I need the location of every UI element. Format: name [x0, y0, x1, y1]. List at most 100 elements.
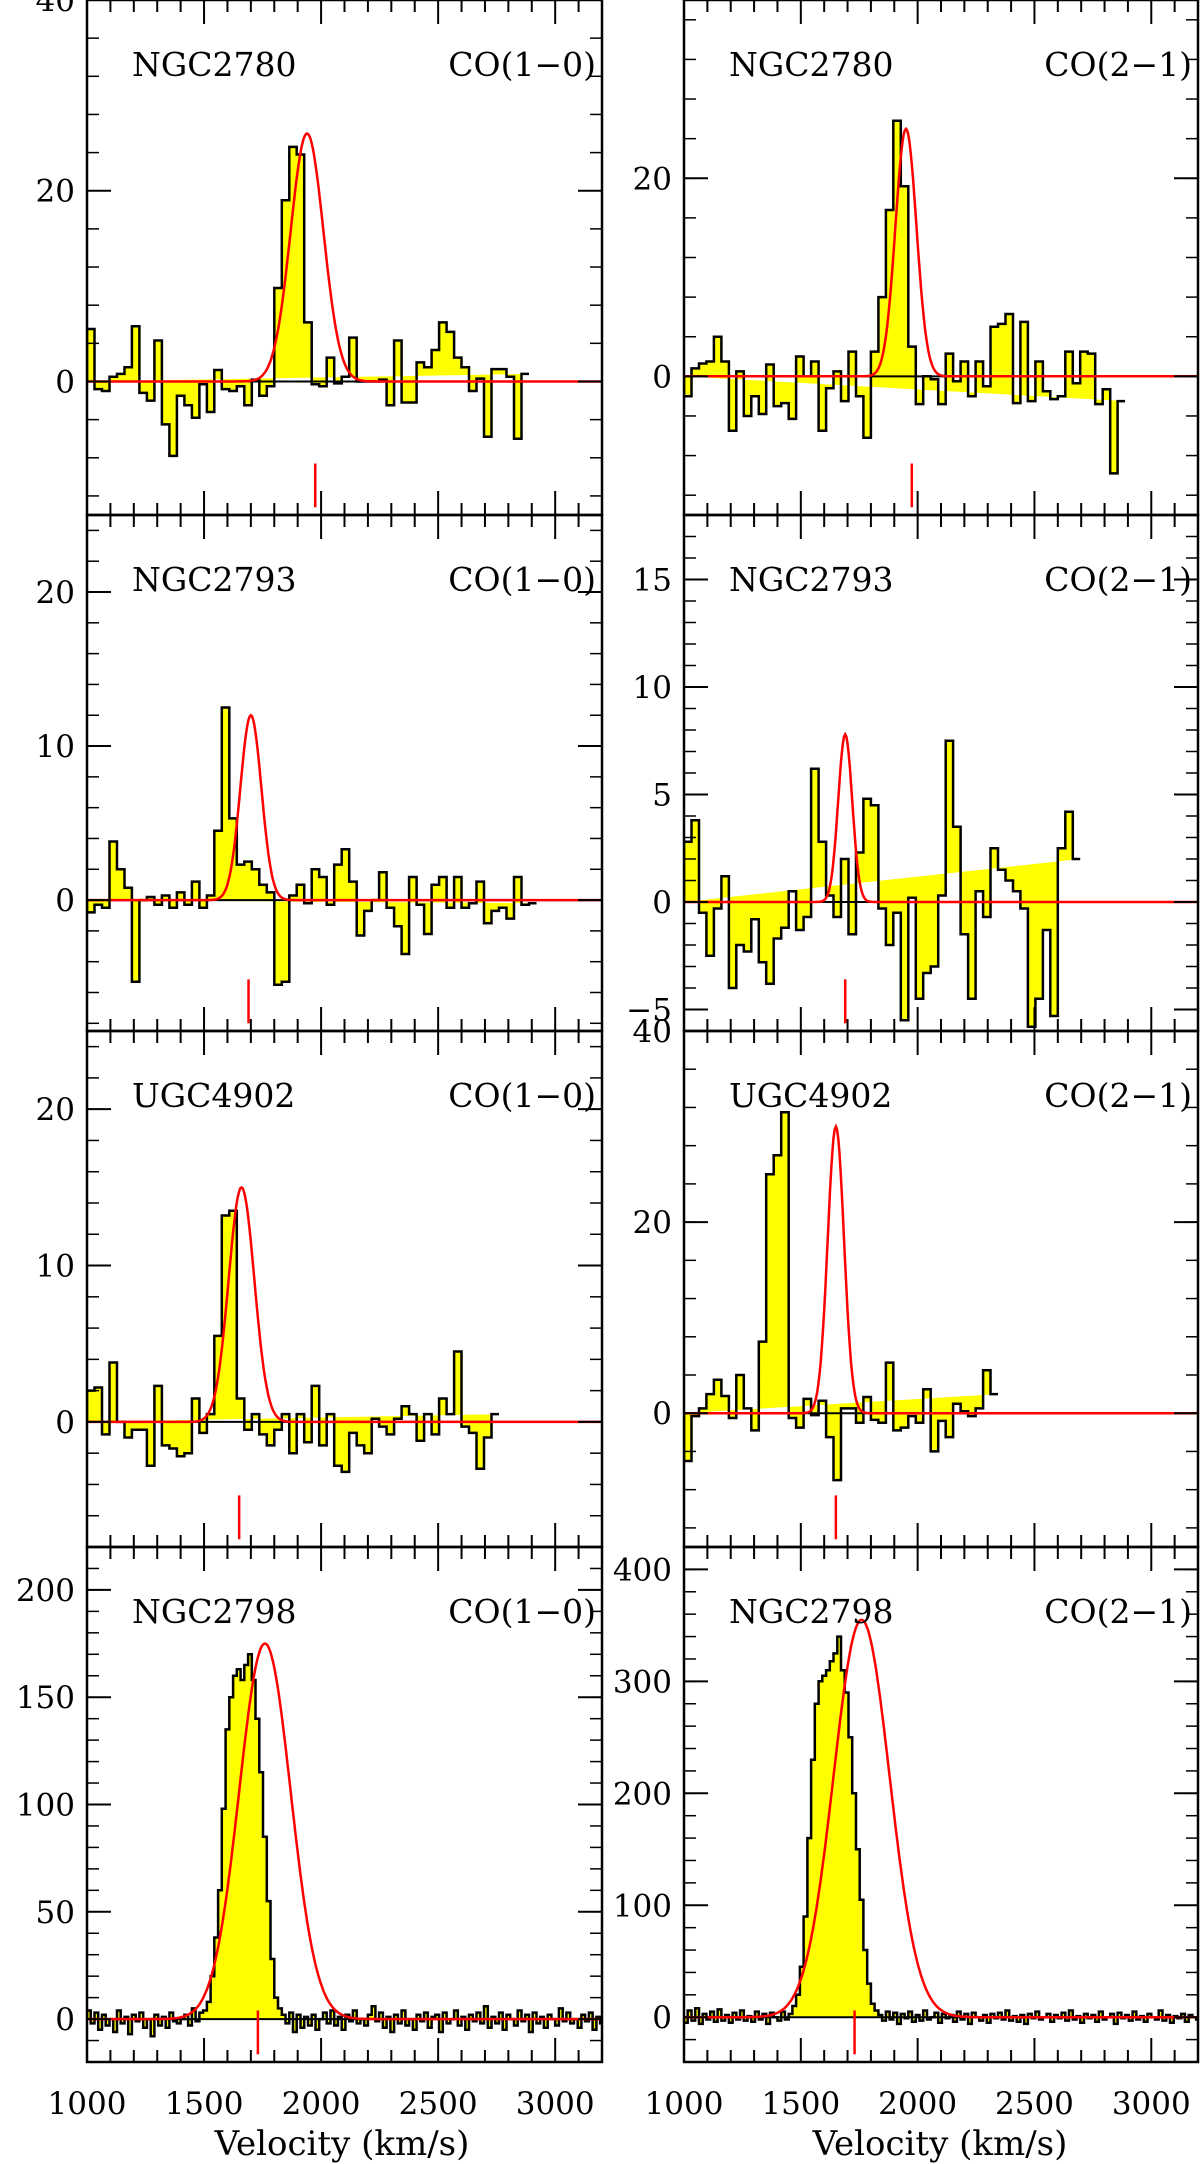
spectrum-fill	[87, 146, 529, 456]
x-tick-label: 1500	[761, 2086, 840, 2122]
panel-plot-area	[87, 132, 602, 508]
y-tick-label: 40	[36, 0, 75, 19]
x-tick-label: 3000	[1112, 2086, 1191, 2122]
spectrum-histogram	[684, 1635, 1198, 2026]
x-tick-label: 1000	[48, 2086, 127, 2122]
line-label: CO(1−0)	[448, 1076, 596, 1115]
spectrum-panel: 0 100 200 300 400 NGC2798 CO(2−1)	[613, 1545, 1200, 2064]
x-tick-label: 2500	[399, 2086, 478, 2122]
y-tick-label: 0	[55, 2002, 75, 2038]
panel-plot-area	[684, 119, 1198, 508]
galaxy-label: NGC2793	[729, 560, 893, 599]
line-label: CO(1−0)	[448, 560, 596, 599]
x-axis-title-left: Velocity (km/s)	[214, 2124, 470, 2164]
panel-plot-area	[87, 706, 602, 1024]
panel-plot-area	[684, 1110, 1198, 1540]
spectrum-fill	[684, 120, 1126, 474]
spectrum-fill	[684, 740, 1081, 1027]
gaussian-fit	[87, 1185, 602, 1424]
y-tick-label: 20	[633, 1205, 672, 1241]
y-tick-label: 10	[36, 1249, 75, 1285]
y-tick-label: 10	[633, 670, 672, 706]
spectrum-panel: 0 20 40 UGC4902 CO(2−1)	[633, 1014, 1200, 1549]
gaussian-fit	[684, 126, 1198, 378]
panel-plot-area	[684, 731, 1198, 1028]
spectrum-histogram	[87, 145, 529, 458]
y-tick-label: 50	[36, 1895, 75, 1931]
x-tick-label: 3000	[516, 2086, 595, 2122]
y-tick-label: 40	[633, 1014, 672, 1050]
spectrum-panel: 0 20 40 NGC2780 CO(1−0)	[36, 0, 604, 517]
x-tick-label: 2500	[995, 2086, 1074, 2122]
spectrum-fill	[87, 707, 537, 985]
y-tick-label: 0	[652, 359, 672, 395]
y-tick-label: 200	[16, 1573, 75, 1609]
galaxy-label: NGC2798	[132, 1592, 296, 1631]
x-axis-title-right: Velocity (km/s)	[812, 2124, 1068, 2164]
y-tick-label: 0	[55, 1405, 75, 1441]
galaxy-label: NGC2780	[729, 45, 893, 84]
y-tick-label: 150	[16, 1680, 75, 1716]
y-tick-label: 20	[36, 575, 75, 611]
spectrum-histogram	[684, 739, 1081, 1028]
gaussian-fit	[684, 1618, 1198, 2019]
y-tick-label: 0	[55, 364, 75, 400]
spectrum-histogram	[87, 1209, 499, 1474]
panel-grid: 0 20 40 NGC2780 CO(1−0) 0 20 NGC2780 CO(2−1) 0 10 2…	[16, 0, 1200, 2064]
gaussian-fit	[87, 1642, 602, 2021]
spectrum-histogram	[684, 119, 1126, 475]
spectrum-fill	[87, 1654, 602, 2037]
spectrum-panel: 0 10 20 UGC4902 CO(1−0)	[36, 1029, 604, 1549]
x-tick-label: 1500	[165, 2086, 244, 2122]
panel-plot-area	[684, 1618, 1198, 2055]
gaussian-fit	[684, 1123, 1198, 1415]
line-label: CO(2−1)	[1044, 1076, 1192, 1115]
y-tick-label: 300	[613, 1664, 672, 1700]
panel-plot-area	[87, 1185, 602, 1540]
y-tick-label: 100	[613, 1888, 672, 1924]
x-tick-label: 2000	[878, 2086, 957, 2122]
spectrum-panel: 0 20 NGC2780 CO(2−1)	[633, 0, 1200, 517]
spectrum-panel: −5 0 5 10 15 NGC2793 CO(2−1)	[626, 513, 1200, 1033]
spectrum-panel: 0 50 100 150 200 NGC2798 CO(1−0)	[16, 1545, 604, 2064]
y-tick-label: 5	[652, 778, 672, 814]
spectrum-histogram	[684, 1110, 998, 1482]
spectrum-fill	[87, 1210, 499, 1472]
x-tick-label: 1000	[645, 2086, 724, 2122]
galaxy-label: UGC4902	[132, 1076, 295, 1115]
y-tick-label: 0	[55, 883, 75, 919]
y-tick-label: 400	[613, 1552, 672, 1588]
y-tick-label: 10	[36, 729, 75, 765]
galaxy-label: NGC2780	[132, 45, 296, 84]
line-label: CO(1−0)	[448, 1592, 596, 1631]
y-tick-label: 0	[652, 885, 672, 921]
x-tick-label: 2000	[282, 2086, 361, 2122]
y-tick-label: −5	[626, 993, 672, 1029]
galaxy-label: UGC4902	[729, 1076, 892, 1115]
x-tick-labels: 1000 1500 2000 2500 3000 1000 1500 2000 2500 3000	[48, 2086, 1191, 2122]
y-tick-label: 20	[36, 1092, 75, 1128]
y-tick-label: 0	[652, 1396, 672, 1432]
y-tick-label: 100	[16, 1788, 75, 1824]
y-tick-label: 15	[633, 563, 672, 599]
gaussian-fit	[87, 713, 602, 902]
line-label: CO(1−0)	[448, 45, 596, 84]
y-tick-label: 20	[633, 161, 672, 197]
y-tick-label: 0	[652, 2000, 672, 2036]
line-label: CO(2−1)	[1044, 1592, 1192, 1631]
spectrum-histogram	[87, 1653, 602, 2038]
galaxy-label: NGC2798	[729, 1592, 893, 1631]
spectrum-fill	[684, 1636, 1198, 2024]
line-label: CO(2−1)	[1044, 45, 1192, 84]
galaxy-label: NGC2793	[132, 560, 296, 599]
line-label: CO(2−1)	[1044, 560, 1192, 599]
gaussian-fit	[684, 731, 1198, 904]
spectrum-panel: 0 10 20 NGC2793 CO(1−0)	[36, 513, 604, 1033]
gaussian-fit	[87, 132, 602, 383]
spectrum-fill	[684, 1112, 998, 1481]
panel-plot-area	[87, 1642, 602, 2055]
y-tick-label: 200	[613, 1776, 672, 1812]
y-tick-label: 20	[36, 174, 75, 210]
spectrum-histogram	[87, 706, 537, 987]
